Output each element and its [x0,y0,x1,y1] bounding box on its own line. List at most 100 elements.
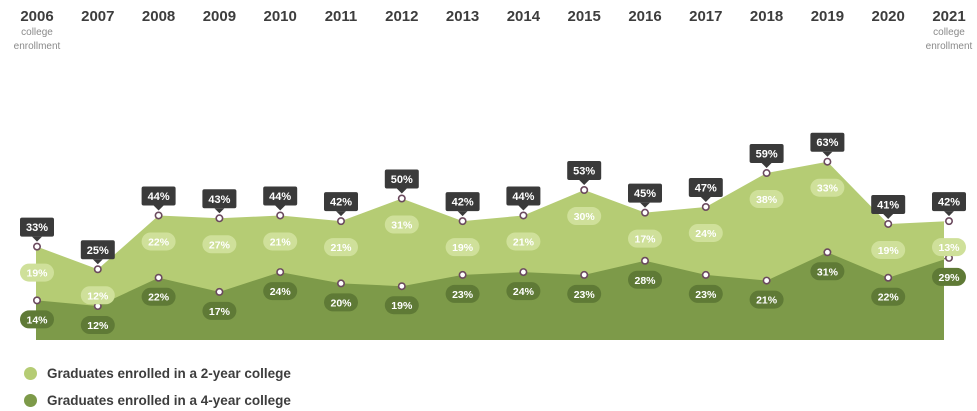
label-2-year-2010: 21% [270,236,292,248]
label-4-year-2019: 31% [817,266,839,278]
legend-item-4-year: Graduates enrolled in a 4-year college [24,393,291,408]
marker-4-year-2013 [458,270,467,279]
label-4-year-2011-bg [324,293,358,312]
marker-4-year-2011 [336,279,345,288]
label-2-year-2009-bg [202,235,237,254]
label-4-year-2010: 24% [270,286,292,298]
total-callout-2017-pointer [700,196,711,202]
total-label-2009: 43% [208,194,230,206]
year-sublabel-2021-line2: enrollment [926,41,973,52]
total-callout-2007-pointer [92,259,103,265]
year-label-2012: 2012 [385,8,418,25]
total-label-2011: 42% [330,197,352,209]
label-4-year-2018-bg [749,290,784,309]
total-label-2015: 53% [573,166,595,178]
total-callout-2014-pointer [518,205,529,211]
total-label-2012: 50% [391,174,413,186]
label-4-year-2017: 23% [695,289,717,301]
marker-total-2009 [215,214,224,223]
label-4-year-2011: 20% [330,297,352,309]
label-4-year-2008-bg [141,287,176,306]
label-2-year-2015-bg [567,207,602,226]
label-4-year-2006: 14% [26,314,48,326]
marker-4-year-2018 [762,276,771,285]
label-2-year-2017: 24% [695,228,717,240]
label-4-year-2013: 23% [452,289,474,301]
legend-label-2-year: Graduates enrolled in a 2-year college [47,366,291,381]
total-callout-2021-pointer [944,211,954,217]
year-sublabel-2006-line1: college [21,27,53,38]
total-callout-2019-bg [810,132,845,152]
label-2-year-2021: 13% [938,242,960,254]
total-callout-2015-pointer [579,180,590,186]
total-callout-2017-bg [688,177,723,197]
legend-swatch-4-year [24,394,37,407]
label-2-year-2008: 22% [148,236,170,248]
total-callout-2018-bg [749,144,784,164]
label-2-year-2013: 19% [452,242,474,254]
label-2-year-2016-bg [628,229,662,248]
marker-total-2017 [701,202,710,211]
label-2-year-2010-bg [263,232,298,251]
marker-4-year-2008 [154,273,163,282]
label-2-year-2015: 30% [574,211,596,223]
marker-total-2020 [884,219,893,228]
label-4-year-2016: 28% [634,275,656,287]
marker-4-year-2014 [519,268,528,277]
chart-marks: 19% 14% 12% 12% 22% 22% 27% 17% 21% 24% 21% 20% 31% 1… [20,132,966,335]
label-2-year-2012: 31% [391,220,413,232]
label-2-year-2014-bg [506,232,541,251]
marker-total-2007 [93,265,102,274]
label-4-year-2014-bg [506,282,541,301]
total-label-2016: 45% [634,188,656,200]
label-4-year-2021-bg [932,267,966,286]
marker-total-2010 [276,211,285,220]
year-label-2006: 2006 [20,8,53,25]
total-callout-2013-pointer [457,211,468,217]
total-label-2020: 41% [877,199,899,211]
marker-4-year-2017 [701,270,710,279]
label-2-year-2018-bg [749,190,784,209]
marker-4-year-2020 [884,273,893,282]
marker-total-2006 [32,242,41,251]
label-2-year-2014: 21% [513,236,535,248]
marker-4-year-2015 [580,270,589,279]
label-2-year-2007: 12% [87,290,109,302]
year-label-2009: 2009 [203,8,236,25]
total-callout-2008-bg [141,186,176,206]
marker-4-year-2016 [640,256,649,265]
total-label-2021: 42% [938,197,960,209]
total-label-2014: 44% [512,191,534,203]
total-callout-2012-pointer [396,188,407,194]
label-4-year-2007-bg [80,316,115,335]
year-label-2017: 2017 [689,8,722,25]
legend-label-4-year: Graduates enrolled in a 4-year college [47,393,291,408]
label-4-year-2018: 21% [756,295,778,307]
label-2-year-2008-bg [141,232,176,251]
label-4-year-2020: 22% [878,292,900,304]
label-2-year-2011-bg [324,238,358,257]
year-sublabel-2021-line1: college [933,27,965,38]
year-sublabel-2006-line2: enrollment [14,41,61,52]
year-label-2018: 2018 [750,8,783,25]
total-callout-2013-bg [445,192,480,212]
total-callout-2011-pointer [336,211,346,217]
total-label-2010: 44% [269,191,291,203]
label-2-year-2012-bg [384,215,419,234]
label-2-year-2007-bg [80,286,115,305]
total-callout-2020-pointer [883,213,894,219]
label-4-year-2015: 23% [574,289,596,301]
year-label-2016: 2016 [628,8,661,25]
marker-total-2015 [580,186,589,195]
year-label-2020: 2020 [872,8,905,25]
marker-total-2011 [336,217,345,226]
year-label-2013: 2013 [446,8,479,25]
total-callout-2021-bg [932,192,966,212]
label-4-year-2009-bg [202,301,237,320]
label-2-year-2018: 38% [756,194,778,206]
label-2-year-2021-bg [932,238,966,257]
total-callout-2020-bg [871,194,906,214]
year-label-2011: 2011 [325,8,358,25]
marker-total-2008 [154,211,163,220]
